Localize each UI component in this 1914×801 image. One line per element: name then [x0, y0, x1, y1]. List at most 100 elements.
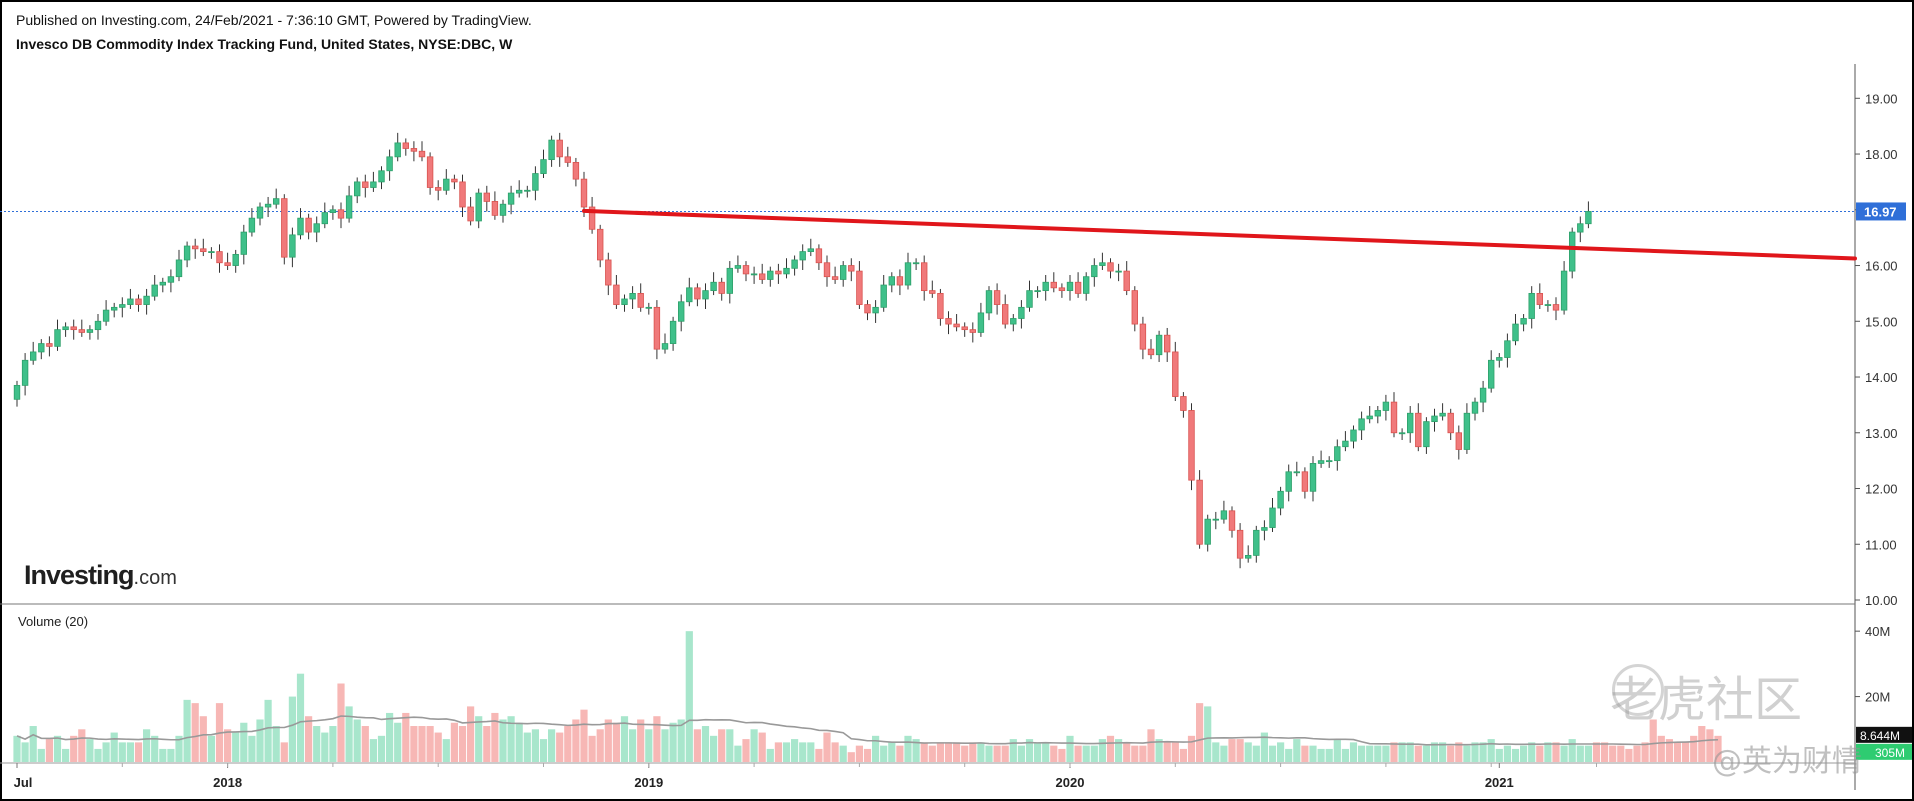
candle-body — [54, 329, 61, 347]
candle-body — [921, 262, 928, 292]
volume-bar — [1455, 742, 1463, 762]
candle-body — [418, 150, 426, 158]
candle-body — [1407, 412, 1414, 434]
volume-bar — [564, 726, 572, 762]
volume-bar — [1584, 745, 1592, 762]
volume-bar — [1511, 748, 1520, 762]
volume-bar — [1236, 739, 1244, 762]
candle-body — [993, 290, 1001, 305]
volume-bar — [807, 742, 815, 762]
candle-body — [548, 139, 555, 161]
volume-ma-label: 305M — [1875, 746, 1905, 760]
volume-bar — [1187, 735, 1196, 762]
volume-bar — [1552, 742, 1560, 762]
volume-bar — [1641, 742, 1649, 762]
volume-bar — [151, 735, 159, 762]
volume-bar — [742, 739, 750, 762]
volume-bar — [734, 745, 742, 762]
volume-bar — [29, 726, 37, 762]
volume-bar — [855, 745, 863, 762]
volume-bar — [872, 735, 880, 762]
last-price-tag — [1856, 202, 1906, 221]
candle-body — [143, 295, 150, 305]
candle-body — [1504, 340, 1511, 358]
volume-bar — [386, 712, 394, 762]
candle-body — [1390, 401, 1398, 434]
candle-body — [191, 245, 199, 250]
volume-bar — [507, 716, 515, 762]
volume-bar — [272, 726, 280, 762]
volume-bar — [1204, 706, 1212, 762]
volume-bar — [1034, 742, 1042, 762]
volume-bar — [434, 732, 442, 762]
candle-body — [337, 209, 345, 219]
volume-bar — [475, 716, 483, 762]
candle-body — [1544, 304, 1552, 306]
candle-body — [1560, 270, 1568, 311]
volume-bar — [377, 735, 386, 762]
candle-body — [151, 284, 158, 297]
candle-body — [394, 142, 401, 158]
instrument-title: Invesco DB Commodity Index Tracking Fund… — [16, 36, 513, 52]
volume-bar — [191, 703, 199, 762]
candle-body — [1471, 401, 1479, 414]
last-volume-label: 8.644M — [1860, 729, 1900, 743]
volume-bar — [1447, 745, 1455, 762]
volume-bar — [1430, 742, 1439, 762]
volume-bar — [1657, 735, 1665, 762]
volume-bar — [175, 735, 183, 762]
candle-body — [572, 162, 580, 180]
volume-bar — [1625, 748, 1633, 762]
price-tick-label: 15.00 — [1865, 314, 1898, 329]
volume-bar — [1244, 742, 1252, 762]
candle-body — [1164, 334, 1171, 353]
candle-body — [175, 259, 183, 278]
candle-body — [831, 276, 839, 280]
volume-bar — [1503, 745, 1511, 762]
candle-body — [856, 270, 863, 305]
price-tick-label: 10.00 — [1865, 593, 1898, 608]
volume-bar — [426, 726, 434, 762]
candle-body — [588, 206, 596, 230]
candle-body — [483, 192, 490, 202]
candle-body — [297, 217, 304, 236]
volume-bar — [839, 745, 847, 762]
candle-body — [127, 298, 134, 305]
candle-body — [1512, 323, 1519, 342]
volume-bar — [1471, 742, 1479, 762]
volume-bar — [936, 742, 944, 762]
price-tick-label: 14.00 — [1865, 370, 1898, 385]
volume-bar — [183, 699, 191, 762]
candle-body — [1002, 304, 1009, 325]
volume-bar — [1333, 739, 1341, 762]
volume-bar — [167, 748, 175, 762]
volume-bar — [539, 739, 548, 762]
candle-body — [443, 178, 450, 191]
volume-bar — [1163, 742, 1171, 762]
volume-bar — [1576, 745, 1584, 762]
candle-body — [119, 304, 126, 308]
volume-bar — [620, 716, 629, 762]
candle-body — [1172, 351, 1179, 397]
time-tick-label: 2021 — [1485, 775, 1514, 790]
volume-bar — [863, 748, 872, 762]
candle-body — [629, 293, 636, 300]
volume-bar — [1058, 748, 1066, 762]
volume-bar — [313, 726, 321, 762]
candle-body — [289, 234, 296, 258]
volume-bar — [467, 706, 475, 762]
candle-body — [605, 259, 612, 286]
candle-body — [1496, 357, 1503, 361]
volume-bar — [661, 729, 669, 762]
candle-body — [1552, 304, 1560, 311]
candle-body — [1074, 281, 1082, 294]
candle-body — [718, 281, 725, 294]
volume-bar — [1212, 742, 1220, 762]
candle-body — [62, 326, 69, 331]
volume-bar — [1325, 748, 1333, 762]
volume-bar — [588, 735, 596, 762]
candle-body — [702, 290, 709, 300]
candle-body — [329, 209, 337, 213]
volume-ma-line — [16, 715, 1719, 746]
